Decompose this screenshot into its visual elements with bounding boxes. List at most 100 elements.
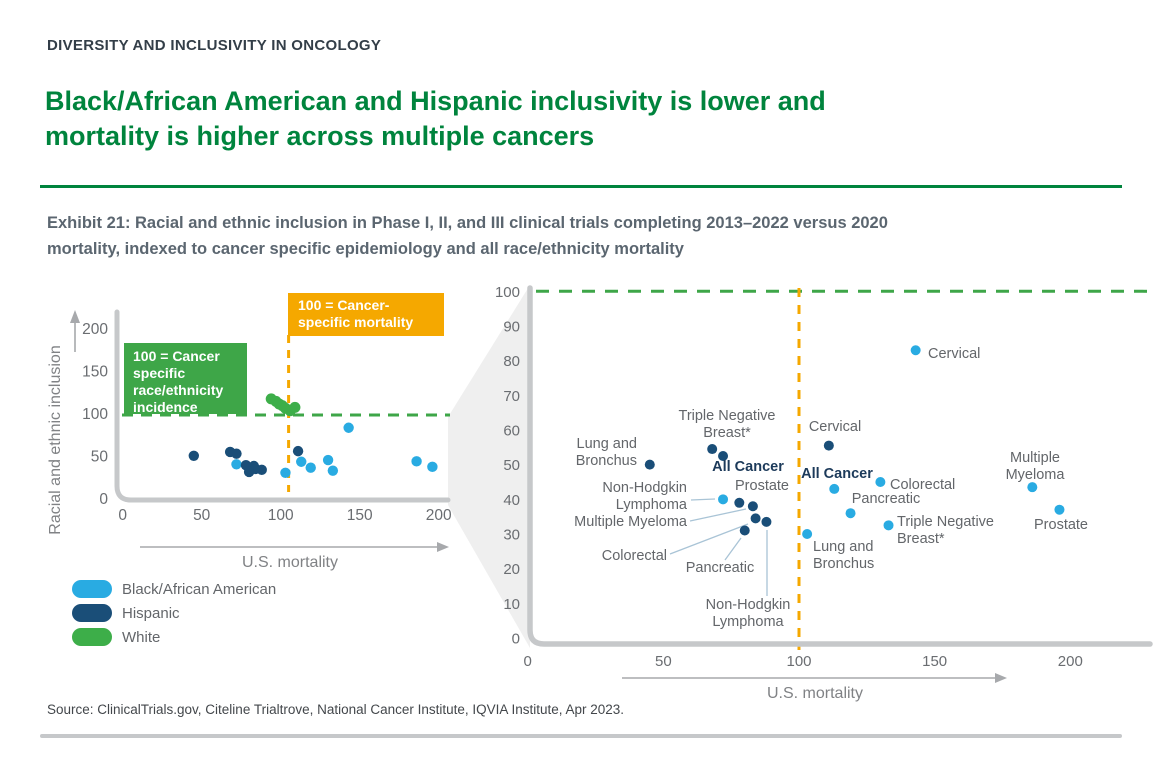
chart-legend: Black/African American Hispanic White bbox=[72, 580, 276, 652]
y-tick-label: 100 bbox=[82, 406, 108, 423]
detail-point-black-african-american-multiple-myeloma bbox=[1027, 482, 1038, 493]
detail-point-black-african-american-colorectal bbox=[875, 476, 886, 487]
x-tick-label: 50 bbox=[655, 653, 672, 670]
legend-label: White bbox=[122, 628, 161, 646]
y-tick-label: 0 bbox=[512, 631, 520, 648]
overview-point-black-african-american bbox=[296, 456, 307, 467]
x-tick-label: 150 bbox=[922, 653, 947, 670]
y-axis-title: Racial and ethnic inclusion bbox=[47, 345, 64, 534]
y-tick-label: 10 bbox=[503, 596, 520, 613]
x-axis-arrowhead-icon bbox=[995, 673, 1007, 683]
y-tick-label: 40 bbox=[503, 492, 520, 509]
overview-point-hispanic bbox=[292, 445, 304, 457]
overview-point-black-african-american bbox=[305, 462, 316, 473]
mortality-annotation: 100 = Cancer-specific mortality bbox=[288, 293, 444, 336]
zoom-funnel-polygon bbox=[448, 285, 530, 648]
point-label-multiple-myeloma-black-african-american: Myeloma bbox=[1006, 467, 1066, 483]
y-tick-label: 20 bbox=[503, 561, 520, 578]
x-axis-arrowhead-icon bbox=[437, 542, 449, 552]
overview-point-white bbox=[289, 401, 301, 413]
y-tick-label: 70 bbox=[503, 388, 520, 405]
overview-point-hispanic bbox=[243, 466, 255, 478]
x-tick-label: 100 bbox=[786, 653, 811, 670]
leader-line-colorectal bbox=[669, 523, 749, 555]
point-label-multiple-myeloma-hispanic: Multiple Myeloma bbox=[574, 514, 688, 530]
overview-point-black-african-american bbox=[280, 467, 291, 478]
x-axis-title: U.S. mortality bbox=[767, 685, 863, 702]
x-tick-label: 100 bbox=[268, 507, 294, 524]
incidence-annotation: 100 = Cancer specific race/ethnicity inc… bbox=[124, 343, 247, 415]
axes-line bbox=[114, 309, 451, 503]
legend-swatch-hispanic-icon bbox=[72, 604, 112, 622]
leader-line-non-hodgkin-lymphoma bbox=[690, 498, 716, 501]
point-label-all-cancer-black-african-american: All Cancer bbox=[801, 466, 873, 482]
point-label-colorectal-black-african-american: Colorectal bbox=[890, 477, 955, 493]
x-tick-label: 200 bbox=[1058, 653, 1083, 670]
detail-point-hispanic-triple-negative-breast bbox=[707, 444, 718, 455]
exhibit-caption-line-1: Exhibit 21: Racial and ethnic inclusion … bbox=[47, 214, 888, 232]
point-label-non-hodgkin-lymphoma-black-african-american: Lymphoma bbox=[616, 497, 688, 513]
point-label-triple-negative-breast-black-african-american: Breast* bbox=[897, 531, 945, 547]
point-label-non-hodgkin-lymphoma-hispanic: Lymphoma bbox=[712, 614, 784, 630]
detail-point-hispanic-cervical bbox=[823, 440, 834, 451]
legend-item-white: White bbox=[72, 628, 276, 646]
detail-point-hispanic-multiple-myeloma bbox=[747, 501, 758, 512]
y-axis-arrowhead-icon bbox=[70, 310, 80, 323]
detail-point-black-african-american-non-hodgkin-lymphoma bbox=[718, 494, 729, 505]
page-title-line-2: mortality is higher across multiple canc… bbox=[45, 121, 595, 151]
detail-point-black-african-american-lung-and-bronchus bbox=[802, 528, 813, 539]
detail-point-hispanic-colorectal bbox=[750, 513, 761, 524]
source-note: Source: ClinicalTrials.gov, Citeline Tri… bbox=[47, 702, 625, 717]
point-label-lung-and-bronchus-hispanic: Lung and bbox=[577, 436, 637, 452]
y-tick-label: 30 bbox=[503, 526, 520, 543]
point-label-pancreatic-black-african-american: Pancreatic bbox=[852, 491, 921, 507]
y-tick-label: 90 bbox=[503, 318, 520, 335]
point-label-lung-and-bronchus-hispanic: Bronchus bbox=[576, 453, 637, 469]
point-label-cervical-hispanic: Cervical bbox=[809, 419, 861, 435]
leader-line-multiple-myeloma bbox=[689, 508, 747, 522]
detail-point-hispanic-prostate bbox=[734, 497, 745, 508]
point-label-triple-negative-breast-hispanic: Breast* bbox=[703, 425, 751, 441]
detail-point-black-african-american-cervical bbox=[910, 345, 921, 356]
overview-point-hispanic bbox=[188, 450, 199, 461]
x-tick-label: 0 bbox=[118, 507, 127, 524]
detail-point-black-african-american-pancreatic bbox=[845, 508, 856, 519]
point-label-triple-negative-breast-hispanic: Triple Negative bbox=[679, 408, 776, 424]
point-label-lung-and-bronchus-black-african-american: Bronchus bbox=[813, 556, 874, 572]
page-title-line-1: Black/African American and Hispanic incl… bbox=[45, 86, 826, 116]
detail-point-hispanic-all-cancer bbox=[718, 450, 729, 461]
x-tick-label: 150 bbox=[347, 507, 373, 524]
point-label-pancreatic-hispanic: Pancreatic bbox=[686, 560, 755, 576]
overview-point-black-african-american bbox=[322, 454, 334, 466]
legend-swatch-white-icon bbox=[72, 628, 112, 646]
detail-point-black-african-american-triple-negative-breast bbox=[883, 520, 894, 531]
title-divider bbox=[40, 185, 1122, 188]
y-tick-label: 150 bbox=[82, 363, 108, 380]
incidence-annotation-text: 100 = Cancer specific race/ethnicity inc… bbox=[133, 348, 224, 415]
legend-item-hispanic: Hispanic bbox=[72, 604, 276, 622]
overview-point-black-african-american bbox=[343, 422, 354, 433]
exhibit-caption: Exhibit 21: Racial and ethnic inclusion … bbox=[47, 210, 888, 262]
y-tick-label: 60 bbox=[503, 422, 520, 439]
overview-point-black-african-american bbox=[427, 461, 438, 473]
y-tick-label: 50 bbox=[503, 457, 520, 474]
section-eyebrow: DIVERSITY AND INCLUSIVITY IN ONCOLOGY bbox=[47, 37, 382, 54]
detail-point-hispanic-non-hodgkin-lymphoma bbox=[761, 516, 772, 527]
zoom-funnel-shape bbox=[448, 285, 530, 648]
y-tick-label: 200 bbox=[82, 321, 108, 338]
y-tick-label: 50 bbox=[91, 448, 109, 465]
point-label-triple-negative-breast-black-african-american: Triple Negative bbox=[897, 514, 994, 530]
point-label-non-hodgkin-lymphoma-hispanic: Non-Hodgkin bbox=[706, 597, 791, 613]
legend-swatch-black-african-american-icon bbox=[72, 580, 112, 598]
x-axis-title: U.S. mortality bbox=[242, 554, 338, 571]
overview-scatter-chart: 0 50 100 150 200 0 50 100 150 200 Racial and ethni… bbox=[47, 309, 452, 571]
axes-line bbox=[527, 285, 1153, 647]
x-tick-label: 0 bbox=[524, 653, 532, 670]
leader-line-pancreatic bbox=[724, 537, 742, 561]
x-tick-label: 50 bbox=[193, 507, 211, 524]
mortality-annotation-text: 100 = Cancer-specific mortality bbox=[298, 297, 414, 330]
point-label-non-hodgkin-lymphoma-black-african-american: Non-Hodgkin bbox=[602, 480, 687, 496]
overview-point-black-african-american bbox=[231, 459, 242, 470]
point-label-prostate-black-african-american: Prostate bbox=[1034, 517, 1088, 533]
